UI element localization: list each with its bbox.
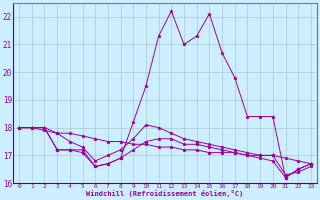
X-axis label: Windchill (Refroidissement éolien,°C): Windchill (Refroidissement éolien,°C) (86, 190, 244, 197)
